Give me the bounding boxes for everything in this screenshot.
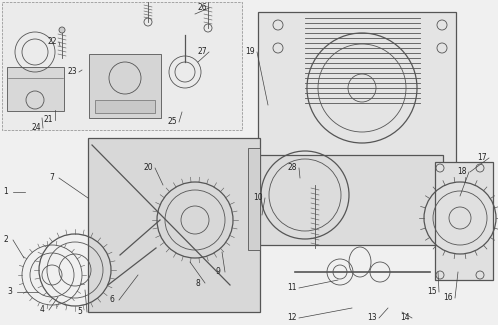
FancyBboxPatch shape (95, 100, 155, 113)
Text: 19: 19 (245, 47, 255, 57)
Text: Agrimotor: Agrimotor (143, 176, 317, 204)
FancyBboxPatch shape (248, 148, 260, 250)
Text: 8: 8 (196, 279, 200, 288)
Ellipse shape (118, 152, 252, 267)
Text: 16: 16 (443, 293, 453, 303)
Text: 27: 27 (197, 47, 207, 57)
Text: 25: 25 (167, 118, 177, 126)
FancyBboxPatch shape (89, 54, 161, 118)
Text: 4: 4 (39, 306, 44, 315)
Text: 21: 21 (43, 115, 53, 124)
Text: 18: 18 (457, 167, 467, 176)
Text: 24: 24 (31, 124, 41, 133)
Text: 23: 23 (67, 68, 77, 76)
Text: 6: 6 (110, 295, 115, 305)
FancyBboxPatch shape (258, 12, 456, 244)
Text: 7: 7 (50, 174, 54, 183)
Text: 17: 17 (477, 153, 487, 162)
Text: 1: 1 (3, 188, 8, 197)
FancyBboxPatch shape (2, 2, 242, 130)
Text: 20: 20 (143, 163, 153, 173)
Polygon shape (88, 138, 260, 312)
Text: 15: 15 (427, 288, 437, 296)
Text: 28: 28 (287, 163, 297, 173)
Circle shape (59, 27, 65, 33)
Text: 2: 2 (3, 236, 8, 244)
FancyBboxPatch shape (258, 155, 443, 245)
Text: 9: 9 (216, 267, 221, 277)
Text: 13: 13 (367, 314, 377, 322)
Text: 14: 14 (400, 314, 410, 322)
Text: 3: 3 (7, 288, 12, 296)
Text: 26: 26 (197, 4, 207, 12)
Text: 11: 11 (287, 283, 297, 292)
FancyBboxPatch shape (435, 162, 493, 280)
Text: 12: 12 (287, 314, 297, 322)
Text: 10: 10 (253, 193, 263, 202)
FancyBboxPatch shape (7, 67, 64, 111)
Text: 5: 5 (78, 307, 83, 317)
Text: 22: 22 (47, 37, 57, 46)
